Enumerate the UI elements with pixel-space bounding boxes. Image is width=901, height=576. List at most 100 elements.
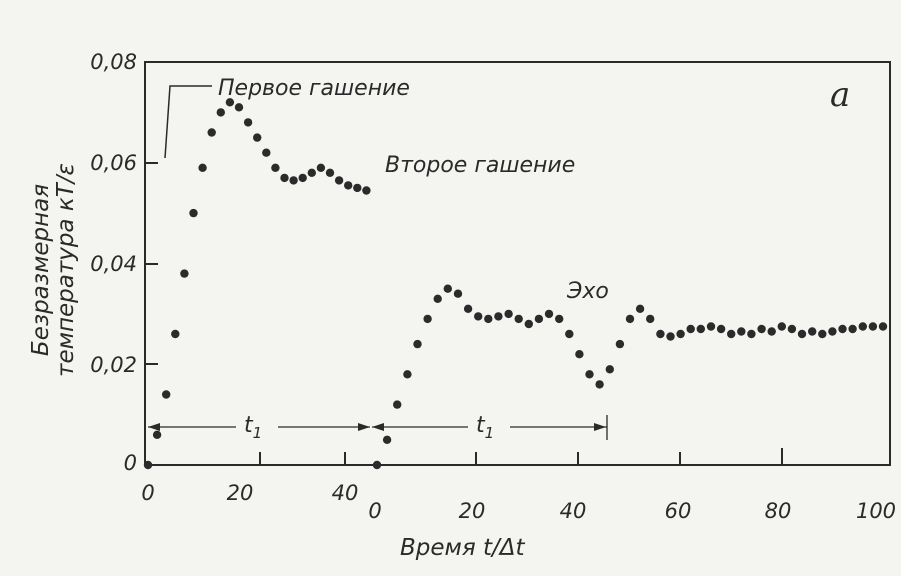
- x-tick-label: 20: [227, 481, 254, 505]
- data-point: [565, 329, 574, 339]
- t1-label: t1: [476, 413, 494, 442]
- data-point: [656, 329, 665, 339]
- data-point: [818, 329, 827, 339]
- data-point: [443, 284, 452, 293]
- x-axis: 0 20 40 0 20 40 60 80 100: [141, 448, 896, 523]
- data-point: [207, 128, 216, 137]
- y-axis: 0 0,02 0,04 0,06 0,08: [90, 50, 158, 475]
- data-point: [848, 324, 857, 334]
- x-tick-label: 80: [765, 499, 792, 523]
- data-point: [234, 103, 244, 112]
- data-point: [362, 186, 371, 195]
- data-point: [316, 163, 326, 172]
- x-tick-label: 0: [368, 499, 381, 523]
- t1-letter: t: [244, 413, 254, 438]
- data-point: [605, 365, 614, 374]
- data-point: [727, 329, 736, 339]
- data-point: [171, 329, 180, 339]
- y-tick-label: 0: [124, 451, 137, 475]
- arrow-left-icon: [148, 423, 160, 431]
- data-point: [289, 176, 298, 185]
- data-point: [524, 319, 533, 329]
- data-point: [484, 314, 493, 324]
- data-point: [838, 324, 847, 334]
- x-tick-label: 40: [332, 481, 359, 505]
- data-point: [757, 324, 766, 334]
- data-point: [216, 108, 225, 117]
- t1-interval-right: t1: [372, 405, 608, 442]
- data-point: [298, 173, 307, 183]
- data-point: [696, 324, 705, 334]
- data-point: [423, 314, 432, 324]
- data-point: [262, 148, 271, 157]
- data-point: [280, 173, 289, 183]
- data-point: [393, 400, 402, 409]
- data-point: [307, 168, 316, 177]
- data-point: [747, 329, 756, 339]
- data-point: [716, 324, 726, 334]
- x-tick-label: 20: [459, 499, 486, 523]
- data-point: [433, 294, 442, 303]
- data-point: [858, 322, 867, 331]
- x-axis-title: Время t/Δt: [400, 535, 526, 561]
- y-tick-label: 0,04: [90, 252, 137, 276]
- data-point: [767, 327, 776, 336]
- data-point: [504, 309, 513, 319]
- data-point: [868, 322, 878, 331]
- data-point: [253, 133, 262, 142]
- data-point: [534, 314, 544, 324]
- data-point: [595, 380, 604, 389]
- y-tick-label: 0,08: [90, 50, 137, 74]
- data-point: [474, 312, 483, 321]
- t1-label-mask: [468, 405, 510, 435]
- t1-subscript: 1: [485, 424, 495, 442]
- data-point: [189, 208, 198, 218]
- data-point: [271, 163, 280, 172]
- data-point: [413, 339, 422, 349]
- data-point: [353, 183, 362, 193]
- data-point: [666, 332, 675, 341]
- data-point: [372, 460, 382, 470]
- data-point: [828, 327, 837, 336]
- panel-label: a: [830, 75, 850, 115]
- data-point: [152, 430, 162, 439]
- data-point: [777, 322, 786, 331]
- data-point: [676, 329, 685, 339]
- y-axis-title-line1: Безразмерная: [28, 184, 54, 356]
- data-point: [615, 339, 625, 349]
- arrow-left-icon: [372, 423, 384, 431]
- data-point: [403, 370, 412, 379]
- t1-interval-left: t1: [148, 405, 370, 442]
- data-point: [737, 327, 746, 336]
- data-point: [808, 327, 817, 336]
- data-point: [514, 314, 523, 324]
- echo-label: Эхо: [566, 279, 609, 304]
- x-tick-label: 60: [665, 499, 692, 523]
- y-tick-label: 0,06: [90, 151, 137, 175]
- first-quench-label: Первое гашение: [218, 76, 410, 101]
- x-tick-label: 0: [141, 481, 154, 505]
- data-point: [555, 314, 564, 324]
- t1-label-mask: [236, 405, 278, 435]
- first-quench-pointer: [164, 85, 212, 159]
- data-point: [686, 324, 695, 334]
- arrow-right-icon: [358, 423, 370, 431]
- arrow-right-icon: [594, 423, 606, 431]
- data-point: [797, 329, 807, 339]
- data-point: [544, 309, 554, 319]
- data-point: [706, 322, 716, 331]
- data-point: [575, 350, 584, 359]
- data-point: [180, 269, 189, 278]
- data-point: [494, 312, 503, 321]
- data-points: [143, 98, 888, 470]
- y-tick-label: 0,02: [90, 353, 137, 377]
- plot-frame: [144, 61, 891, 466]
- data-point: [344, 181, 353, 190]
- data-point: [463, 304, 473, 313]
- data-point: [143, 460, 153, 470]
- data-point: [162, 390, 171, 399]
- second-quench-label: Второе гашение: [385, 153, 575, 178]
- t1-label: t1: [244, 413, 262, 442]
- data-point: [878, 322, 888, 331]
